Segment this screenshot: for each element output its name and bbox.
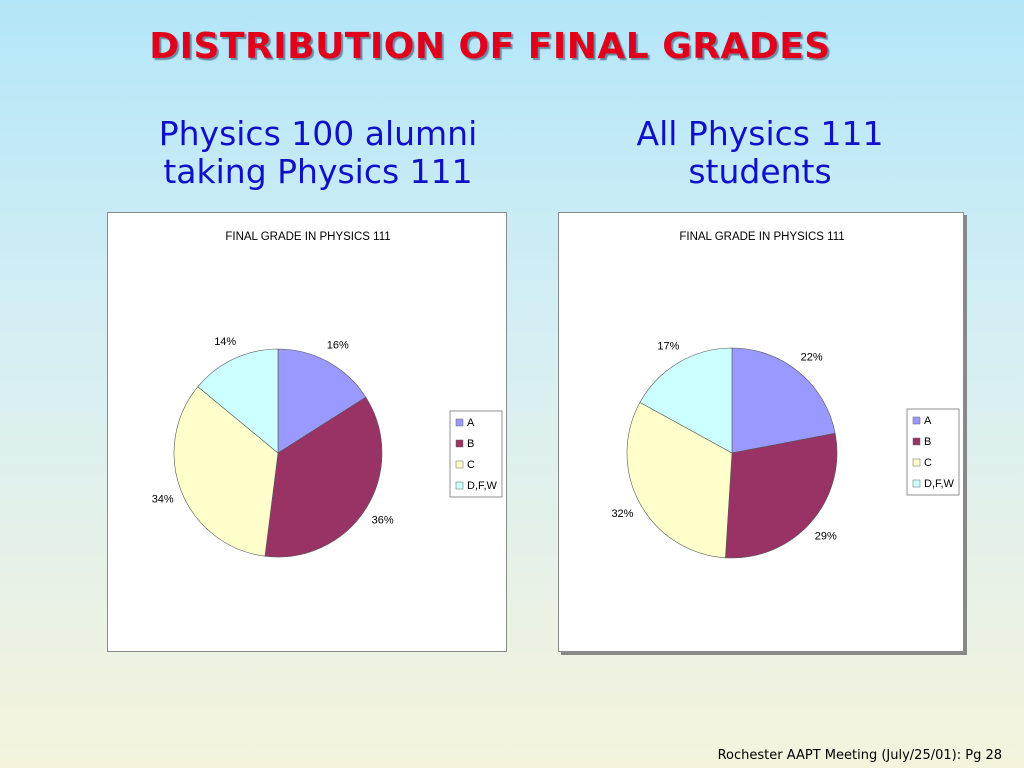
legend-label-dfw: D,F,W	[924, 478, 955, 490]
data-label-b: 36%	[372, 514, 394, 526]
legend-swatch-b	[455, 439, 464, 448]
legend-swatch-c	[455, 460, 464, 469]
data-label-dfw: 14%	[214, 336, 236, 348]
chart-legend: ABC D,F,W	[449, 410, 503, 498]
data-label-dfw: 17%	[657, 340, 679, 352]
pie-slice-a	[277, 348, 367, 454]
left-subtitle-line-1: Physics 100 alumni	[158, 114, 478, 153]
legend-swatch-c	[912, 458, 921, 467]
data-label-c: 34%	[152, 494, 174, 506]
legend-swatch-b	[912, 437, 921, 446]
left-subtitle-line-2: taking Physics 111	[163, 152, 473, 191]
pie-slice-dfw	[197, 348, 279, 454]
chart-title: FINAL GRADE IN PHYSICS 111	[225, 231, 390, 243]
legend-label-a: A	[924, 415, 932, 427]
legend-swatch-a	[912, 416, 921, 425]
chart-panel-all-students: FINAL GRADE IN PHYSICS 111 22% 29% 32% 17% A B…	[558, 212, 964, 652]
legend-label-dfw: D,F,W	[467, 480, 498, 492]
right-subtitle-line-1: All Physics 111	[636, 114, 884, 153]
left-subtitle: Physics 100 alumni taking Physics 111	[108, 115, 528, 191]
legend-label-c: C	[467, 459, 475, 471]
legend-swatch-dfw	[912, 479, 921, 488]
legend-swatch-dfw	[455, 481, 464, 490]
right-subtitle-line-2: students	[688, 152, 832, 191]
pie-slice-b	[264, 396, 383, 558]
chart-title: FINAL GRADE IN PHYSICS 111	[679, 231, 844, 243]
legend-label-c: C	[924, 457, 932, 469]
data-label-b: 29%	[815, 531, 837, 543]
chart-panel-physics100-alumni: FINAL GRADE IN PHYSICS 111 16% 36% 34% 14% A B…	[107, 212, 507, 652]
pie-slice-dfw	[639, 347, 733, 454]
chart-legend: ABC D,F,W	[906, 408, 960, 496]
right-subtitle: All Physics 111 students	[550, 115, 970, 191]
data-label-c: 32%	[611, 508, 633, 520]
pie-chart-all-students: FINAL GRADE IN PHYSICS 111 22% 29% 32% 17% AB…	[611, 231, 960, 559]
pie-chart-physics100-alumni: FINAL GRADE IN PHYSICS 111 16% 36% 34% 14% AB…	[152, 231, 503, 558]
slide-title: DISTRIBUTION OF FINAL GRADES	[149, 26, 831, 67]
legend-label-a: A	[467, 417, 475, 429]
data-label-a: 22%	[801, 352, 823, 364]
slide-footer: Rochester AAPT Meeting (July/25/01): Pg …	[717, 748, 1002, 763]
pie-slice-c	[173, 386, 279, 557]
pie-slice-a	[731, 347, 836, 454]
pie-slice-c	[626, 402, 733, 559]
legend-label-b: B	[924, 436, 931, 448]
legend-label-b: B	[467, 438, 474, 450]
legend-swatch-a	[455, 418, 464, 427]
pie-slice-b	[725, 432, 838, 559]
data-label-a: 16%	[327, 339, 349, 351]
